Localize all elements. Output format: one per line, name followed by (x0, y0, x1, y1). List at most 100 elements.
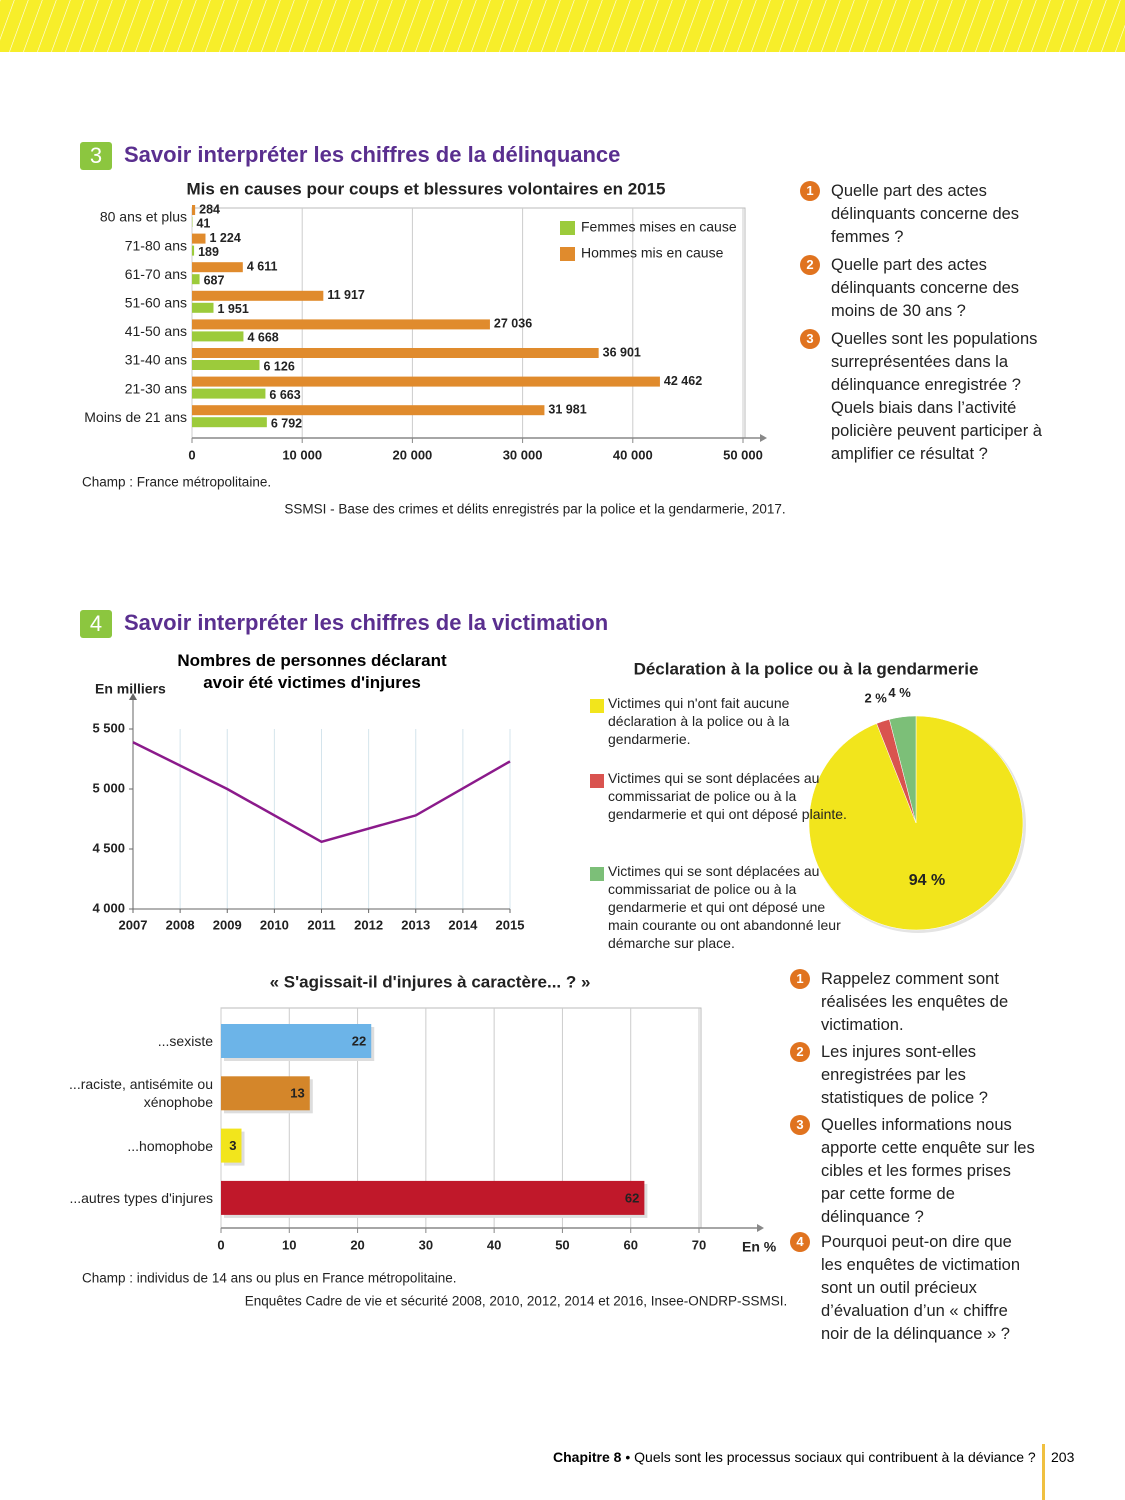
value-label: 6 126 (264, 359, 295, 373)
x-tick-label: 2008 (166, 917, 195, 932)
footer: Chapitre 8 • Quels sont les processus so… (553, 1449, 1036, 1465)
question-number: 3 (800, 329, 820, 349)
footer-rule (1042, 1444, 1045, 1500)
x-tick-label: 2009 (213, 917, 242, 932)
bar (192, 262, 243, 273)
legend-label: Femmes mises en cause (581, 219, 737, 235)
category-label: 31-40 ans (125, 352, 187, 368)
legend-swatch (590, 774, 604, 788)
x-tick-label: 30 000 (503, 447, 543, 462)
question-text: Quelles informations nous apporte cette … (821, 1116, 1035, 1226)
category-label: ...homophobe (127, 1137, 213, 1154)
legend-swatch (590, 699, 604, 713)
chart-title: « S'agissait-il d'injures à caractère...… (270, 972, 591, 991)
bar (221, 1128, 242, 1163)
chart-note: Champ : France métropolitaine. (82, 475, 271, 490)
x-tick-label: 2007 (119, 917, 148, 932)
legend-swatch (560, 221, 575, 235)
x-tick-label: 60 (623, 1237, 637, 1252)
question-number: 4 (790, 1232, 810, 1252)
x-tick-label: 0 (188, 447, 195, 462)
question-number: 2 (800, 255, 820, 275)
bar (192, 417, 267, 428)
value-label: 6 792 (271, 416, 302, 430)
legend-label: Hommes mis en cause (581, 245, 724, 261)
x-tick-label: 10 000 (282, 447, 322, 462)
section-title: Savoir interpréter les chiffres de la dé… (124, 142, 621, 167)
x-tick-label: 50 (555, 1237, 569, 1252)
x-tick-label: 2011 (307, 917, 335, 932)
category-label: ...sexiste (157, 1033, 213, 1049)
x-tick-label: 2015 (496, 917, 525, 932)
bar (192, 388, 266, 399)
value-label: 2 % (864, 690, 887, 705)
value-label: 1 951 (218, 302, 249, 316)
bar (221, 1024, 372, 1058)
bar (192, 205, 196, 215)
bar (192, 376, 660, 387)
bar (221, 1076, 310, 1111)
category-label: 51-60 ans (125, 295, 187, 311)
question-number: 2 (790, 1042, 810, 1062)
value-label: 41 (196, 216, 210, 230)
value-label: 687 (204, 273, 225, 287)
bar (192, 405, 545, 416)
value-label: 1 224 (209, 231, 240, 245)
question-number: 1 (790, 969, 810, 989)
value-label: 31 981 (548, 402, 586, 416)
value-label: 27 036 (494, 317, 532, 331)
x-tick-label: 2012 (354, 917, 383, 932)
legend-label: Victimes qui n'ont fait aucune déclarati… (608, 695, 790, 747)
category-label: 41-50 ans (125, 323, 187, 339)
value-label: 284 (199, 202, 220, 216)
value-label: 22 (352, 1033, 366, 1048)
bar (221, 1180, 645, 1215)
bar (192, 274, 200, 285)
axis-arrow (129, 693, 137, 700)
question-text: Quelle part des actes délinquants concer… (831, 182, 1020, 246)
question-text: Quelle part des actes délinquants concer… (831, 256, 1020, 320)
y-axis-label: En milliers (95, 681, 166, 697)
question-text: Rappelez comment sont réalisées les enqu… (821, 970, 1009, 1034)
x-axis-label: En % (742, 1239, 777, 1255)
section-number: 3 (80, 142, 112, 170)
question-number: 1 (800, 181, 820, 201)
x-tick-label: 40 (487, 1237, 501, 1252)
value-label: 13 (290, 1086, 304, 1101)
x-tick-label: 2014 (448, 917, 478, 932)
category-label: 21-30 ans (125, 380, 187, 396)
bar (192, 233, 206, 244)
chart-title: Déclaration à la police ou à la gendarme… (634, 659, 979, 678)
page-number: 203 (1051, 1449, 1075, 1465)
x-tick-label: 0 (217, 1237, 224, 1252)
chart-note: Champ : individus de 14 ans ou plus en F… (82, 1271, 456, 1286)
bar (192, 331, 244, 342)
value-label: 62 (625, 1190, 639, 1205)
bar (192, 360, 260, 370)
chart-title: Nombres de personnes déclarant avoir été… (177, 651, 447, 692)
legend-label: Victimes qui se sont déplacées au commis… (608, 770, 847, 822)
footer-text: • Quels sont les processus sociaux qui c… (625, 1449, 1036, 1465)
bar (192, 302, 214, 313)
bar (192, 348, 599, 358)
bar (192, 290, 324, 301)
top-band (0, 0, 1125, 52)
x-tick-label: 40 000 (613, 447, 653, 462)
value-label: 4 % (888, 685, 911, 700)
category-label: ...autres types d'injures (69, 1189, 213, 1206)
bar (192, 245, 195, 256)
value-label: 4 611 (247, 259, 278, 273)
pie-slice (889, 715, 917, 824)
y-tick-label: 4 000 (92, 900, 125, 915)
question-text: Les injures sont-elles enregistrées par … (821, 1043, 988, 1107)
value-label: 4 668 (247, 331, 278, 345)
question-text: Pourquoi peut-on dire que les enquêtes d… (821, 1233, 1021, 1343)
x-tick-label: 70 (692, 1237, 706, 1252)
axis-arrow (760, 434, 767, 442)
footer-chapter: Chapitre 8 (553, 1449, 622, 1465)
y-tick-label: 4 500 (92, 840, 125, 855)
category-label: Moins de 21 ans (84, 409, 187, 425)
chart-source: Enquêtes Cadre de vie et sécurité 2008, … (245, 1294, 788, 1309)
